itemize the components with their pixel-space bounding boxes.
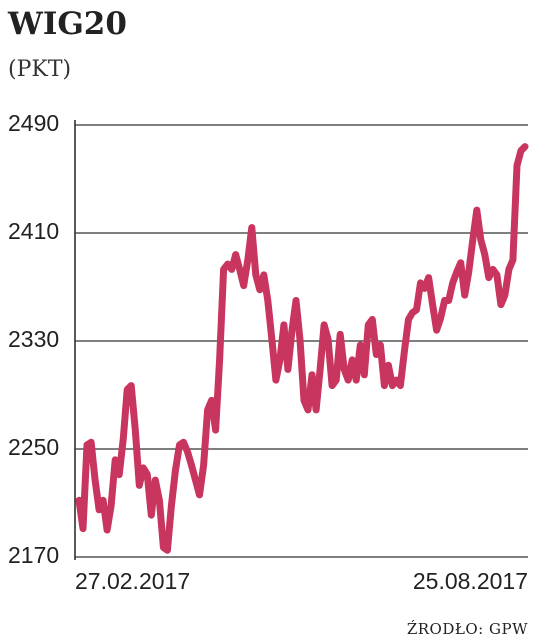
x-tick-label: 27.02.2017 xyxy=(75,568,190,594)
y-tick-label: 2330 xyxy=(8,326,59,352)
y-tick-label: 2490 xyxy=(8,110,59,136)
chart-subtitle: (PKT) xyxy=(8,57,71,82)
y-tick-label: 2410 xyxy=(8,218,59,244)
y-tick-label: 2170 xyxy=(8,542,59,568)
source: ŹRODŁO: GPW xyxy=(407,620,528,638)
x-tick-label: 25.08.2017 xyxy=(413,568,528,594)
y-tick-label: 2250 xyxy=(8,434,59,460)
chart-title: WIG20 xyxy=(7,6,127,42)
data-line xyxy=(75,143,529,554)
